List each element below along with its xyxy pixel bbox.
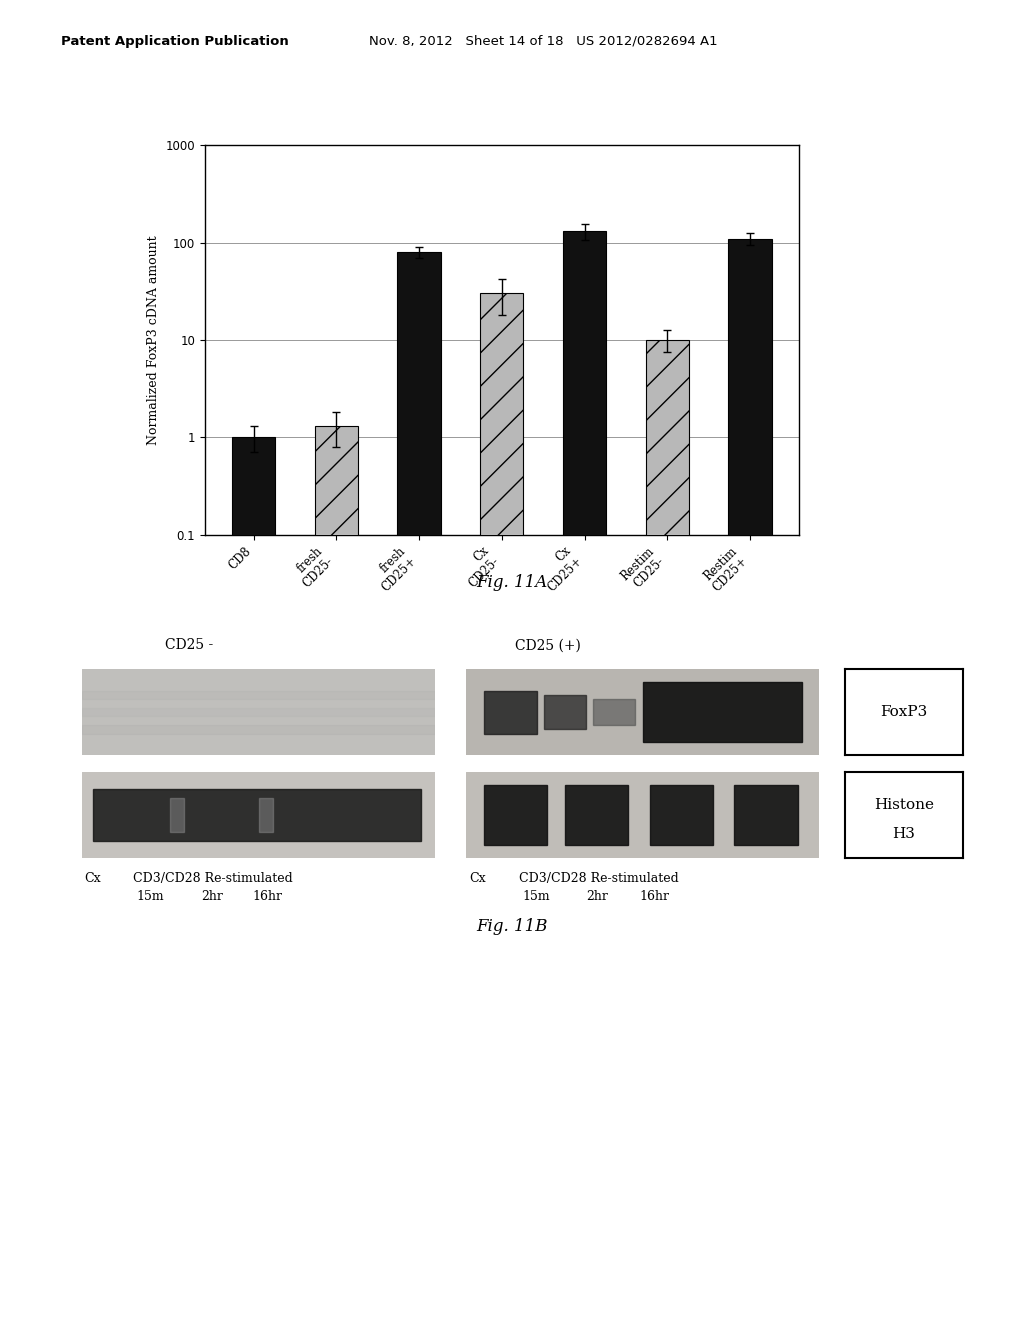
Bar (82, 725, 435, 734)
Bar (314, 426, 358, 1320)
Text: Patent Application Publication: Patent Application Publication (61, 34, 289, 48)
Bar (483, 690, 537, 734)
Bar (563, 231, 606, 1320)
Bar (258, 797, 272, 833)
Bar (565, 785, 629, 845)
Text: 2hr: 2hr (586, 890, 607, 903)
Bar (82, 690, 435, 700)
Bar (734, 785, 798, 845)
Text: 16hr: 16hr (639, 890, 669, 903)
Text: 15m: 15m (136, 890, 164, 903)
Text: Fig. 11B: Fig. 11B (476, 917, 548, 935)
Bar (231, 437, 275, 1320)
Bar (649, 785, 713, 845)
Text: 15m: 15m (522, 890, 550, 903)
Text: CD25 (+): CD25 (+) (515, 639, 581, 652)
Bar (593, 700, 636, 725)
Text: Cx: Cx (469, 871, 485, 884)
Bar (170, 797, 184, 833)
Text: Fig. 11A: Fig. 11A (476, 574, 548, 591)
Bar (544, 694, 586, 729)
Bar (397, 252, 440, 1320)
Text: 2hr: 2hr (201, 890, 222, 903)
Bar (82, 708, 435, 717)
Bar (645, 339, 689, 1320)
Bar (480, 293, 523, 1320)
Bar (643, 682, 802, 742)
Text: 16hr: 16hr (253, 890, 283, 903)
Bar (92, 789, 421, 841)
Text: Nov. 8, 2012   Sheet 14 of 18   US 2012/0282694 A1: Nov. 8, 2012 Sheet 14 of 18 US 2012/0282… (369, 34, 717, 48)
Text: FoxP3: FoxP3 (880, 705, 928, 719)
Text: CD25 -: CD25 - (165, 639, 214, 652)
Text: CD3/CD28 Re-stimulated: CD3/CD28 Re-stimulated (133, 871, 293, 884)
Bar (728, 239, 772, 1320)
Bar (483, 785, 547, 845)
Text: CD3/CD28 Re-stimulated: CD3/CD28 Re-stimulated (519, 871, 679, 884)
Y-axis label: Normalized FoxP3 cDNA amount: Normalized FoxP3 cDNA amount (146, 235, 160, 445)
Text: Histone: Histone (873, 797, 934, 812)
Text: Cx: Cx (84, 871, 100, 884)
Text: H3: H3 (892, 826, 915, 841)
